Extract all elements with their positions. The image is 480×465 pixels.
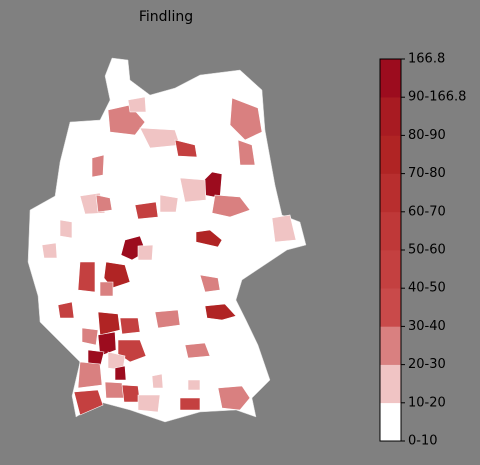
district (119, 317, 141, 335)
colorbar-segment (380, 364, 401, 404)
colorbar-segment (380, 326, 401, 365)
district (179, 177, 207, 203)
district (41, 242, 58, 259)
colorbar-segment (380, 97, 401, 136)
district (229, 97, 263, 141)
district (103, 261, 131, 289)
district (174, 139, 198, 158)
district (57, 301, 75, 319)
district (204, 303, 237, 321)
district (137, 394, 161, 413)
district (154, 309, 181, 329)
district (59, 219, 73, 239)
colorbar-label: 40-50 (408, 281, 446, 296)
district (137, 244, 154, 261)
colorbar-segment (380, 211, 401, 251)
district (95, 194, 113, 213)
colorbar-segment (380, 250, 401, 289)
district (271, 214, 297, 243)
colorbar-label: 70-80 (408, 166, 446, 181)
colorbar-label: 10-20 (408, 395, 446, 410)
district (73, 389, 104, 416)
colorbar-label: 0-10 (408, 434, 438, 449)
colorbar-segment (380, 173, 401, 213)
colorbar-label: 50-60 (408, 243, 446, 258)
district (81, 327, 99, 346)
district (134, 201, 159, 220)
district (184, 342, 211, 359)
district (237, 139, 256, 166)
colorbar-segment (380, 59, 401, 98)
colorbar-segment (380, 288, 401, 327)
district (99, 281, 114, 297)
colorbar: 0-10 10-20 20-30 30-40 40-50 50-60 60-70 70-80 8… (379, 52, 466, 449)
colorbar-segment (380, 402, 401, 442)
district (211, 194, 251, 218)
district (104, 381, 125, 399)
germany-map (27, 57, 307, 423)
district (77, 361, 103, 389)
colorbar-label: 80-90 (408, 128, 446, 143)
map-title: Findling (139, 9, 193, 25)
district (187, 379, 201, 391)
district (179, 397, 201, 411)
colorbar-label: 166.8 (408, 52, 445, 67)
district (121, 384, 141, 403)
district (195, 229, 223, 248)
district (97, 311, 121, 336)
district (114, 365, 127, 381)
district (77, 261, 96, 293)
colorbar-label: 20-30 (408, 357, 446, 372)
district (151, 373, 164, 389)
colorbar-label: 60-70 (408, 204, 446, 219)
district (91, 154, 105, 178)
district (159, 194, 179, 213)
district (127, 96, 147, 113)
colorbar-label: 90-166.8 (408, 90, 466, 105)
colorbar-label: 30-40 (408, 319, 446, 334)
district (199, 274, 221, 293)
districts (41, 96, 297, 416)
district (97, 331, 117, 357)
district (217, 385, 251, 411)
colorbar-segment (380, 135, 401, 174)
